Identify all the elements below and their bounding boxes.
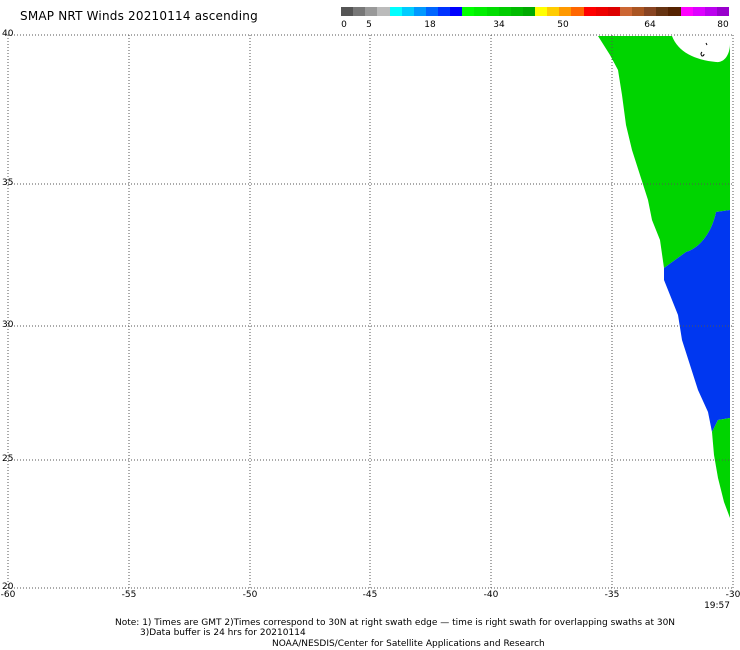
lon-tick-label: -40 — [484, 590, 499, 600]
colorbar-segment — [474, 7, 487, 16]
colorbar-segment — [510, 7, 523, 16]
colorbar-label: 18 — [424, 20, 436, 30]
colorbar-segment — [559, 7, 572, 16]
colorbar-segment — [341, 7, 354, 16]
colorbar-segment — [535, 7, 548, 16]
axis-tick-labels: 40 35 30 25 20-60 -55 -50 -45 -40 -35 -30 — [1, 29, 740, 600]
lon-tick-label: -50 — [243, 590, 258, 600]
colorbar-label: 34 — [493, 20, 505, 30]
colorbar-label: 64 — [644, 20, 656, 30]
colorbar-segment — [607, 7, 620, 16]
colorbar-label: 50 — [557, 20, 569, 30]
lon-tick-label: -55 — [122, 590, 137, 600]
colorbar-segment — [571, 7, 584, 16]
colorbar-segment — [462, 7, 475, 16]
wind-swath-green-north — [598, 36, 730, 268]
island-marker — [700, 51, 705, 57]
colorbar-label: 0 — [341, 20, 347, 30]
lat-tick-label: 40 — [2, 29, 14, 39]
colorbar-segment — [716, 7, 729, 16]
lat-tick-label: 35 — [2, 178, 13, 188]
lat-tick-label: 20 — [2, 582, 14, 592]
map-title: SMAP NRT Winds 20210114 ascending — [20, 9, 258, 23]
colorbar-segment — [498, 7, 511, 16]
colorbar-segment — [353, 7, 366, 16]
colorbar-segment — [389, 7, 402, 16]
swath-time-label: 19:57 — [704, 601, 730, 611]
colorbar-segment — [486, 7, 499, 16]
colorbar-segment — [668, 7, 681, 16]
colorbar-segment — [583, 7, 596, 16]
colorbar-segment — [644, 7, 657, 16]
lon-tick-label: -60 — [1, 590, 16, 600]
colorbar-segment — [656, 7, 669, 16]
wind-swath-blue — [664, 210, 730, 432]
colorbar-segment — [450, 7, 463, 16]
island-marker — [705, 42, 708, 46]
colorbar-segment — [377, 7, 390, 16]
colorbar-label: 80 — [717, 20, 729, 30]
wind-swath-green-south — [712, 418, 730, 518]
colorbar-label: 5 — [366, 20, 372, 30]
lat-lon-grid — [7, 34, 734, 589]
colorbar-segment — [365, 7, 378, 16]
colorbar-segment — [425, 7, 438, 16]
colorbar-segment — [692, 7, 705, 16]
colorbar-segment — [704, 7, 717, 16]
colorbar-segment — [619, 7, 632, 16]
colorbar-segment — [632, 7, 645, 16]
lon-tick-label: -45 — [363, 590, 378, 600]
note-line-2: 3)Data buffer is 24 hrs for 20210114 — [140, 628, 306, 638]
colorbar-segment — [680, 7, 693, 16]
colorbar-segment — [547, 7, 560, 16]
note-line-3: NOAA/NESDIS/Center for Satellite Applica… — [272, 639, 545, 649]
lon-tick-label: -30 — [726, 590, 740, 600]
colorbar-segment — [438, 7, 451, 16]
lon-tick-label: -35 — [605, 590, 620, 600]
colorbar-segment — [522, 7, 535, 16]
wind-speed-colorbar — [341, 7, 729, 16]
lat-tick-label: 30 — [2, 320, 14, 330]
note-line-1: Note: 1) Times are GMT 2)Times correspon… — [115, 618, 676, 628]
lat-tick-label: 25 — [2, 454, 13, 464]
colorbar-segment — [595, 7, 608, 16]
colorbar-segment — [413, 7, 426, 16]
colorbar-segment — [401, 7, 414, 16]
